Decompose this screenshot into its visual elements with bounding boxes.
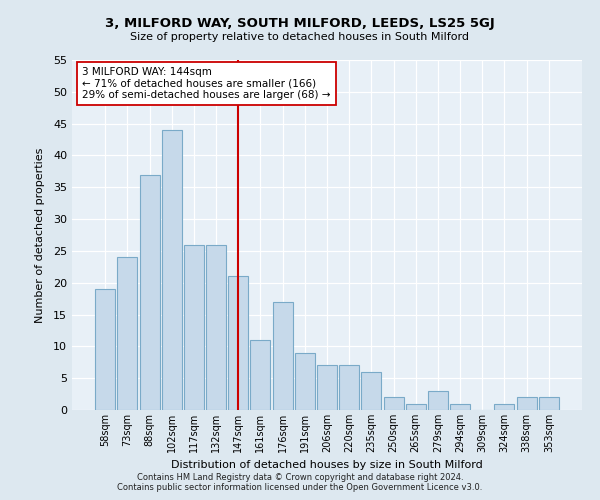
Text: Size of property relative to detached houses in South Milford: Size of property relative to detached ho… bbox=[131, 32, 470, 42]
Text: Contains HM Land Registry data © Crown copyright and database right 2024.
Contai: Contains HM Land Registry data © Crown c… bbox=[118, 473, 482, 492]
Bar bbox=[494, 404, 514, 410]
Bar bbox=[517, 398, 536, 410]
Bar bbox=[317, 366, 337, 410]
Bar bbox=[140, 174, 160, 410]
Y-axis label: Number of detached properties: Number of detached properties bbox=[35, 148, 44, 322]
Bar bbox=[361, 372, 382, 410]
Bar bbox=[250, 340, 271, 410]
Text: 3, MILFORD WAY, SOUTH MILFORD, LEEDS, LS25 5GJ: 3, MILFORD WAY, SOUTH MILFORD, LEEDS, LS… bbox=[105, 18, 495, 30]
Text: 3 MILFORD WAY: 144sqm
← 71% of detached houses are smaller (166)
29% of semi-det: 3 MILFORD WAY: 144sqm ← 71% of detached … bbox=[82, 67, 331, 100]
Bar bbox=[295, 352, 315, 410]
Bar bbox=[272, 302, 293, 410]
Bar bbox=[428, 391, 448, 410]
X-axis label: Distribution of detached houses by size in South Milford: Distribution of detached houses by size … bbox=[171, 460, 483, 470]
Bar bbox=[339, 366, 359, 410]
Bar bbox=[228, 276, 248, 410]
Bar bbox=[162, 130, 182, 410]
Bar bbox=[539, 398, 559, 410]
Bar bbox=[383, 398, 404, 410]
Bar bbox=[118, 258, 137, 410]
Bar bbox=[406, 404, 426, 410]
Bar bbox=[450, 404, 470, 410]
Bar bbox=[184, 244, 204, 410]
Bar bbox=[206, 244, 226, 410]
Bar bbox=[95, 289, 115, 410]
